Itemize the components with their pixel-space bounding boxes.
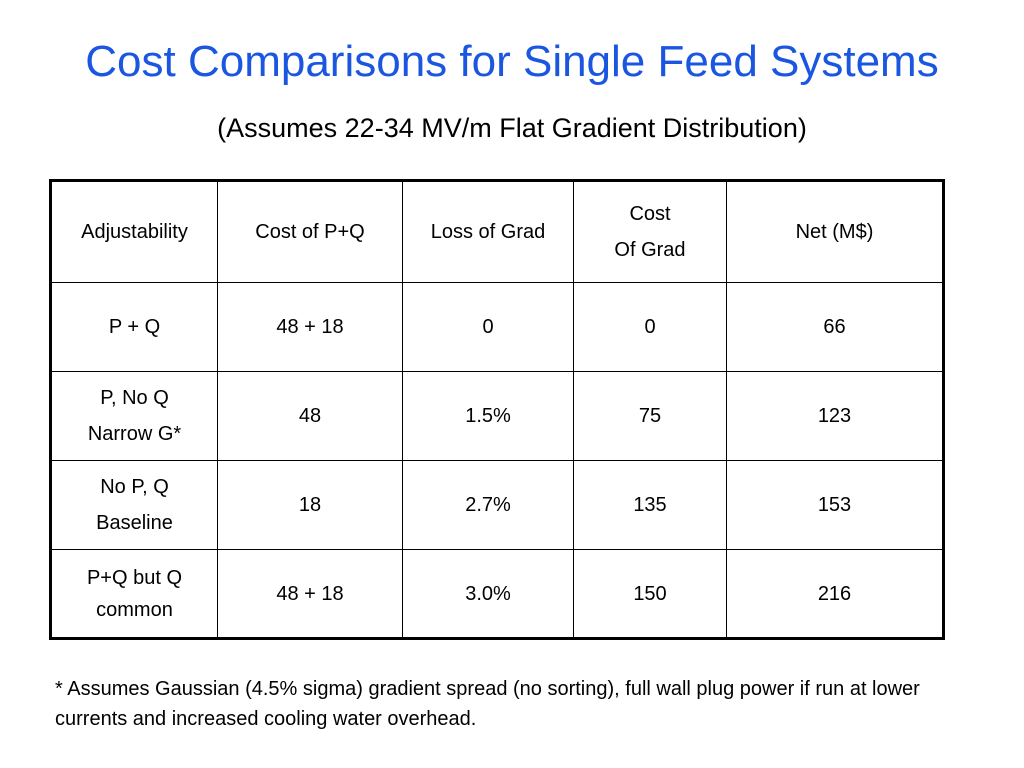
cell-cost-of-pq: 48 + 18 xyxy=(217,282,403,372)
cell-adjustability-line-2: common xyxy=(96,598,173,621)
header-adjustability: Adjustability xyxy=(50,180,218,283)
header-cost-of-grad-line-2: Of Grad xyxy=(614,239,686,261)
table-row: P, No Q Narrow G* 48 1.5% 75 123 xyxy=(50,371,944,461)
footnote: * Assumes Gaussian (4.5% sigma) gradient… xyxy=(55,678,920,730)
cell-cost-of-grad: 150 xyxy=(573,549,727,639)
table-row: P+Q but Q common 48 + 18 3.0% 150 216 xyxy=(50,549,944,639)
cell-adjustability: P+Q but Q common xyxy=(50,549,218,639)
header-net-label: Net (M$) xyxy=(795,221,874,243)
header-loss-of-grad: Loss of Grad xyxy=(402,180,574,283)
cell-adjustability: P, No Q Narrow G* xyxy=(50,371,218,461)
cost-comparison-table: Adjustability Cost of P+Q Loss of Grad C… xyxy=(49,179,945,640)
cell-adjustability-line-1: No P, Q xyxy=(100,476,169,498)
cell-adjustability-line-2: Baseline xyxy=(96,512,173,534)
table-row: P + Q 48 + 18 0 0 66 xyxy=(50,282,944,372)
cell-net: 216 xyxy=(726,549,944,639)
cell-net: 66 xyxy=(726,282,944,372)
cell-adjustability: No P, Q Baseline xyxy=(50,460,218,550)
cell-adjustability-line-2: Narrow G* xyxy=(87,423,182,445)
header-net: Net (M$) xyxy=(726,180,944,283)
header-cost-of-grad: Cost Of Grad xyxy=(573,180,727,283)
slide-subtitle: (Assumes 22-34 MV/m Flat Gradient Distri… xyxy=(217,113,807,143)
cell-loss-of-grad: 0 xyxy=(402,282,574,372)
cell-cost-of-grad: 75 xyxy=(573,371,727,461)
slide-title: Cost Comparisons for Single Feed Systems xyxy=(85,37,939,86)
cell-loss-of-grad: 2.7% xyxy=(402,460,574,550)
cell-cost-of-pq: 18 xyxy=(217,460,403,550)
cell-net: 123 xyxy=(726,371,944,461)
table-header-row: Adjustability Cost of P+Q Loss of Grad C… xyxy=(50,180,944,283)
cell-net: 153 xyxy=(726,460,944,550)
cell-cost-of-grad: 0 xyxy=(573,282,727,372)
cell-loss-of-grad: 3.0% xyxy=(402,549,574,639)
header-cost-of-pq-label: Cost of P+Q xyxy=(255,221,365,243)
cell-cost-of-pq: 48 + 18 xyxy=(217,549,403,639)
cell-adjustability-line-1: P + Q xyxy=(108,316,161,338)
cost-comparison-table-container: Adjustability Cost of P+Q Loss of Grad C… xyxy=(49,179,945,640)
header-cost-of-pq: Cost of P+Q xyxy=(217,180,403,283)
header-cost-of-grad-line-1: Cost xyxy=(629,203,671,225)
cell-cost-of-pq: 48 xyxy=(217,371,403,461)
cell-adjustability: P + Q xyxy=(50,282,218,372)
cell-cost-of-grad: 135 xyxy=(573,460,727,550)
header-adjustability-label: Adjustability xyxy=(81,221,188,243)
table-row: No P, Q Baseline 18 2.7% 135 153 xyxy=(50,460,944,550)
cell-adjustability-line-1: P, No Q xyxy=(100,387,169,409)
header-loss-of-grad-label: Loss of Grad xyxy=(430,221,546,243)
cell-adjustability-line-1: P+Q but Q xyxy=(86,566,183,589)
cell-loss-of-grad: 1.5% xyxy=(402,371,574,461)
